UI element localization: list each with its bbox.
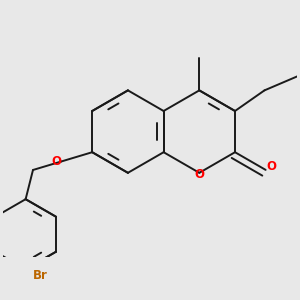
Text: Br: Br [33,269,48,282]
Text: O: O [266,160,277,173]
Text: O: O [52,155,62,168]
Text: O: O [194,168,204,181]
